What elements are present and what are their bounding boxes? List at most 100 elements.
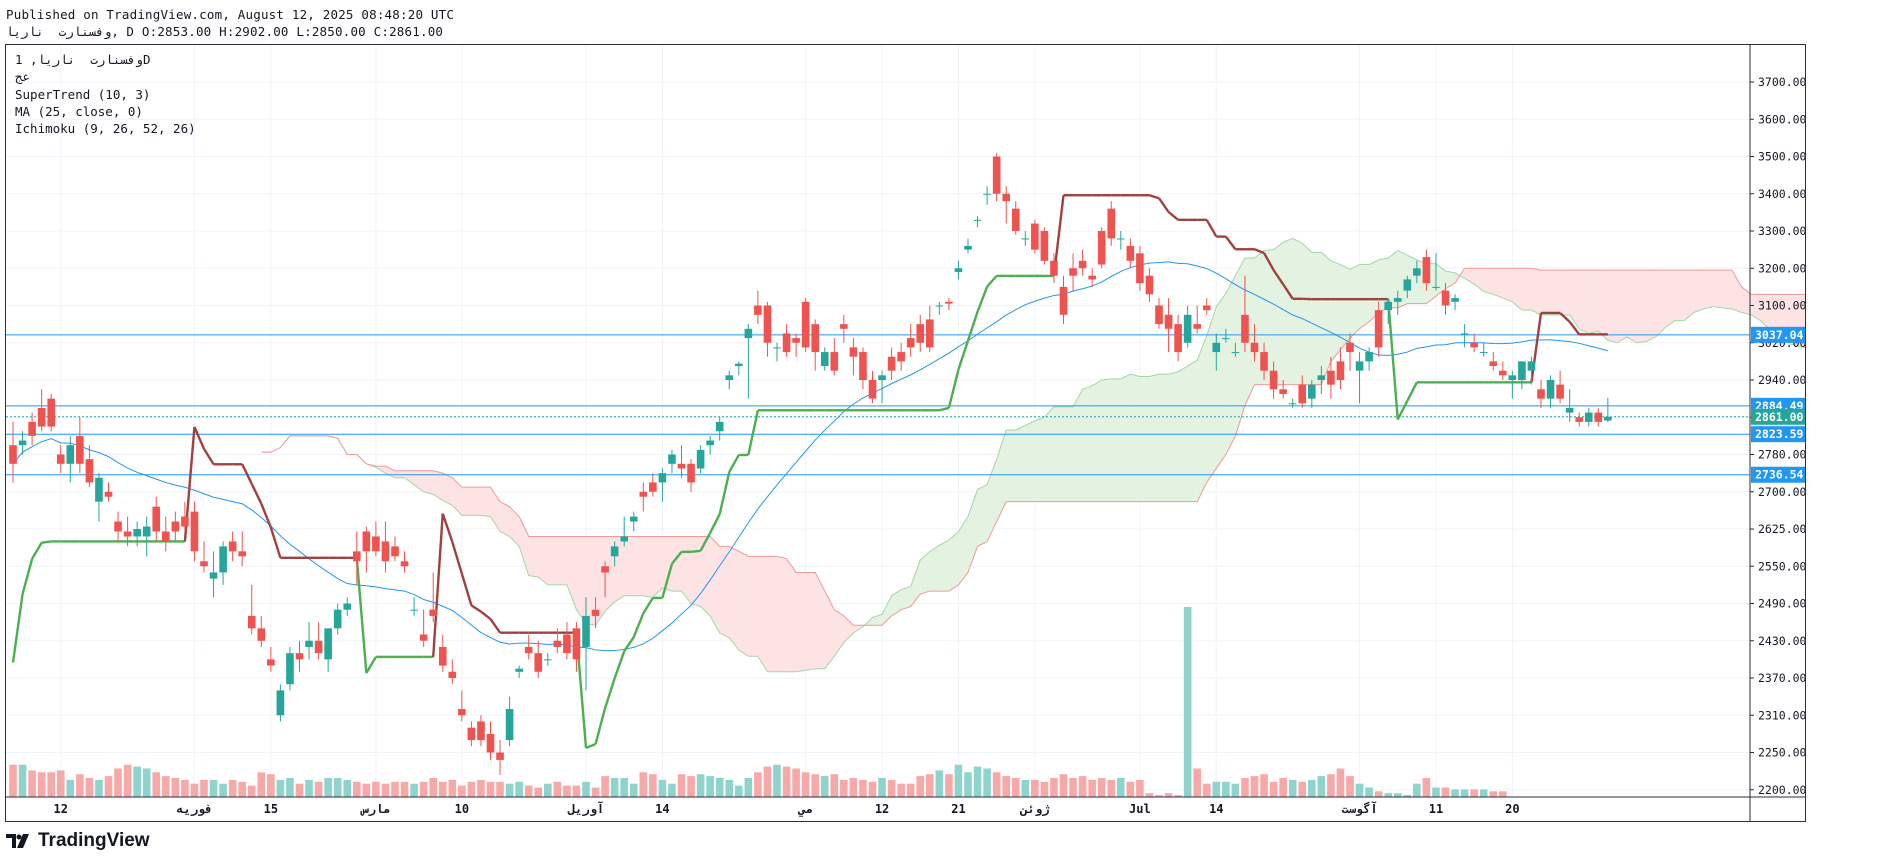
candle-body [1355, 361, 1364, 371]
cloud-segment [1197, 335, 1207, 502]
supertrend-segment [1224, 235, 1237, 250]
candle-body [811, 324, 819, 353]
candle-body [438, 646, 447, 666]
legend-supertrend[interactable]: SuperTrend (10, 3) [15, 87, 151, 102]
candle [687, 459, 695, 492]
candle-body [419, 634, 428, 641]
legend-ichimoku[interactable]: Ichimoku (9, 26, 52, 26) [15, 121, 196, 136]
legend-ma[interactable]: MA (25, close, 0) [15, 104, 143, 119]
volume-bar [458, 785, 466, 797]
volume-bar [696, 774, 705, 797]
cloud-segment [442, 473, 453, 506]
supertrend-segment [202, 448, 215, 465]
candle-body [1193, 324, 1201, 329]
candle [1174, 314, 1182, 362]
candle-body [658, 473, 667, 483]
cloud-segment [1550, 270, 1561, 315]
candle-body [104, 491, 113, 497]
volume-bar [639, 772, 648, 797]
candle [763, 301, 772, 357]
volume-bar [47, 772, 55, 797]
candle [1069, 253, 1077, 291]
candle-body [1231, 352, 1240, 354]
candle [419, 609, 428, 647]
volume-bar [133, 766, 141, 797]
cloud-segment [1588, 270, 1599, 334]
cloud-segment [461, 487, 472, 516]
candle [1346, 333, 1354, 371]
candle-body [1451, 298, 1459, 302]
price-tick-label: 3600.00 [1758, 112, 1805, 126]
candle-body [1241, 314, 1249, 343]
chart-frame[interactable]: 3700.00 3600.00 3500.00 3400.00 3300.00 3200.… [5, 44, 1806, 822]
volume-bar [620, 778, 628, 797]
published-header: Published on TradingView.com, August 12,… [6, 7, 455, 22]
volume-bar [286, 778, 294, 797]
candle-body [677, 463, 686, 469]
candle-body [1136, 253, 1144, 284]
cloud-segment [1120, 374, 1131, 502]
cloud-segment [1483, 268, 1494, 295]
candle-body [820, 352, 829, 367]
candle [983, 186, 991, 205]
cloud-segment [1187, 360, 1198, 502]
candle-body [1117, 238, 1125, 240]
candle [1288, 398, 1297, 408]
supertrend-segment [269, 527, 282, 559]
cloud-segment [1502, 268, 1513, 302]
volume-bar [572, 785, 581, 797]
candle-body [152, 506, 161, 532]
moving-average-line [12, 261, 1608, 652]
candle [1537, 380, 1545, 408]
candle [1250, 324, 1259, 362]
volume-bar [505, 783, 514, 797]
volume-bar [295, 783, 304, 797]
candle [47, 393, 55, 432]
candle [28, 412, 36, 446]
volume-bar [1050, 778, 1058, 797]
horizontal-lines [6, 334, 1750, 476]
candle [505, 696, 514, 747]
cloud-segment [891, 589, 902, 616]
volume-bar [1298, 781, 1307, 797]
volume-bar [1422, 778, 1431, 797]
cloud-segment [939, 540, 949, 592]
time-tick-label: 12 [875, 802, 889, 816]
candle [95, 473, 103, 522]
supertrend-segment [1530, 312, 1543, 383]
cloud-segment [1741, 286, 1752, 315]
cloud-segment [738, 551, 749, 657]
volume-bar [190, 783, 199, 797]
candle-body [1393, 298, 1402, 302]
candle-body [458, 709, 466, 716]
candle [1584, 407, 1593, 427]
volume-bar [343, 779, 352, 797]
price-label-text: 3037.04 [1755, 328, 1804, 342]
cloud-segment [433, 470, 443, 501]
candle-body [926, 319, 934, 348]
candle [1384, 298, 1392, 325]
candle-body [314, 640, 323, 654]
candle-body [668, 454, 676, 464]
price-tick-label: 2200.00 [1758, 783, 1805, 797]
candle [563, 622, 571, 660]
candle [649, 473, 657, 497]
candle [849, 338, 858, 376]
tradingview-logo[interactable]: TradingView [6, 830, 150, 852]
candle [286, 646, 294, 691]
supertrend-segment [709, 513, 721, 534]
supertrend-segment [603, 677, 616, 709]
price-chart[interactable]: 3700.00 3600.00 3500.00 3400.00 3300.00 3200.… [6, 45, 1805, 821]
volume-bar [1241, 778, 1249, 797]
candle-body [1470, 342, 1478, 348]
cloud-segment [1665, 270, 1675, 328]
supertrend-segment [947, 369, 960, 409]
price-tick-label: 2625.00 [1758, 522, 1805, 536]
candle [1183, 305, 1192, 348]
cloud-segment [920, 551, 930, 595]
candle-body [1537, 389, 1545, 399]
volume-bar [391, 781, 399, 797]
cloud-segment [1684, 270, 1694, 321]
candle-body [801, 301, 810, 348]
candle-body [878, 375, 886, 380]
